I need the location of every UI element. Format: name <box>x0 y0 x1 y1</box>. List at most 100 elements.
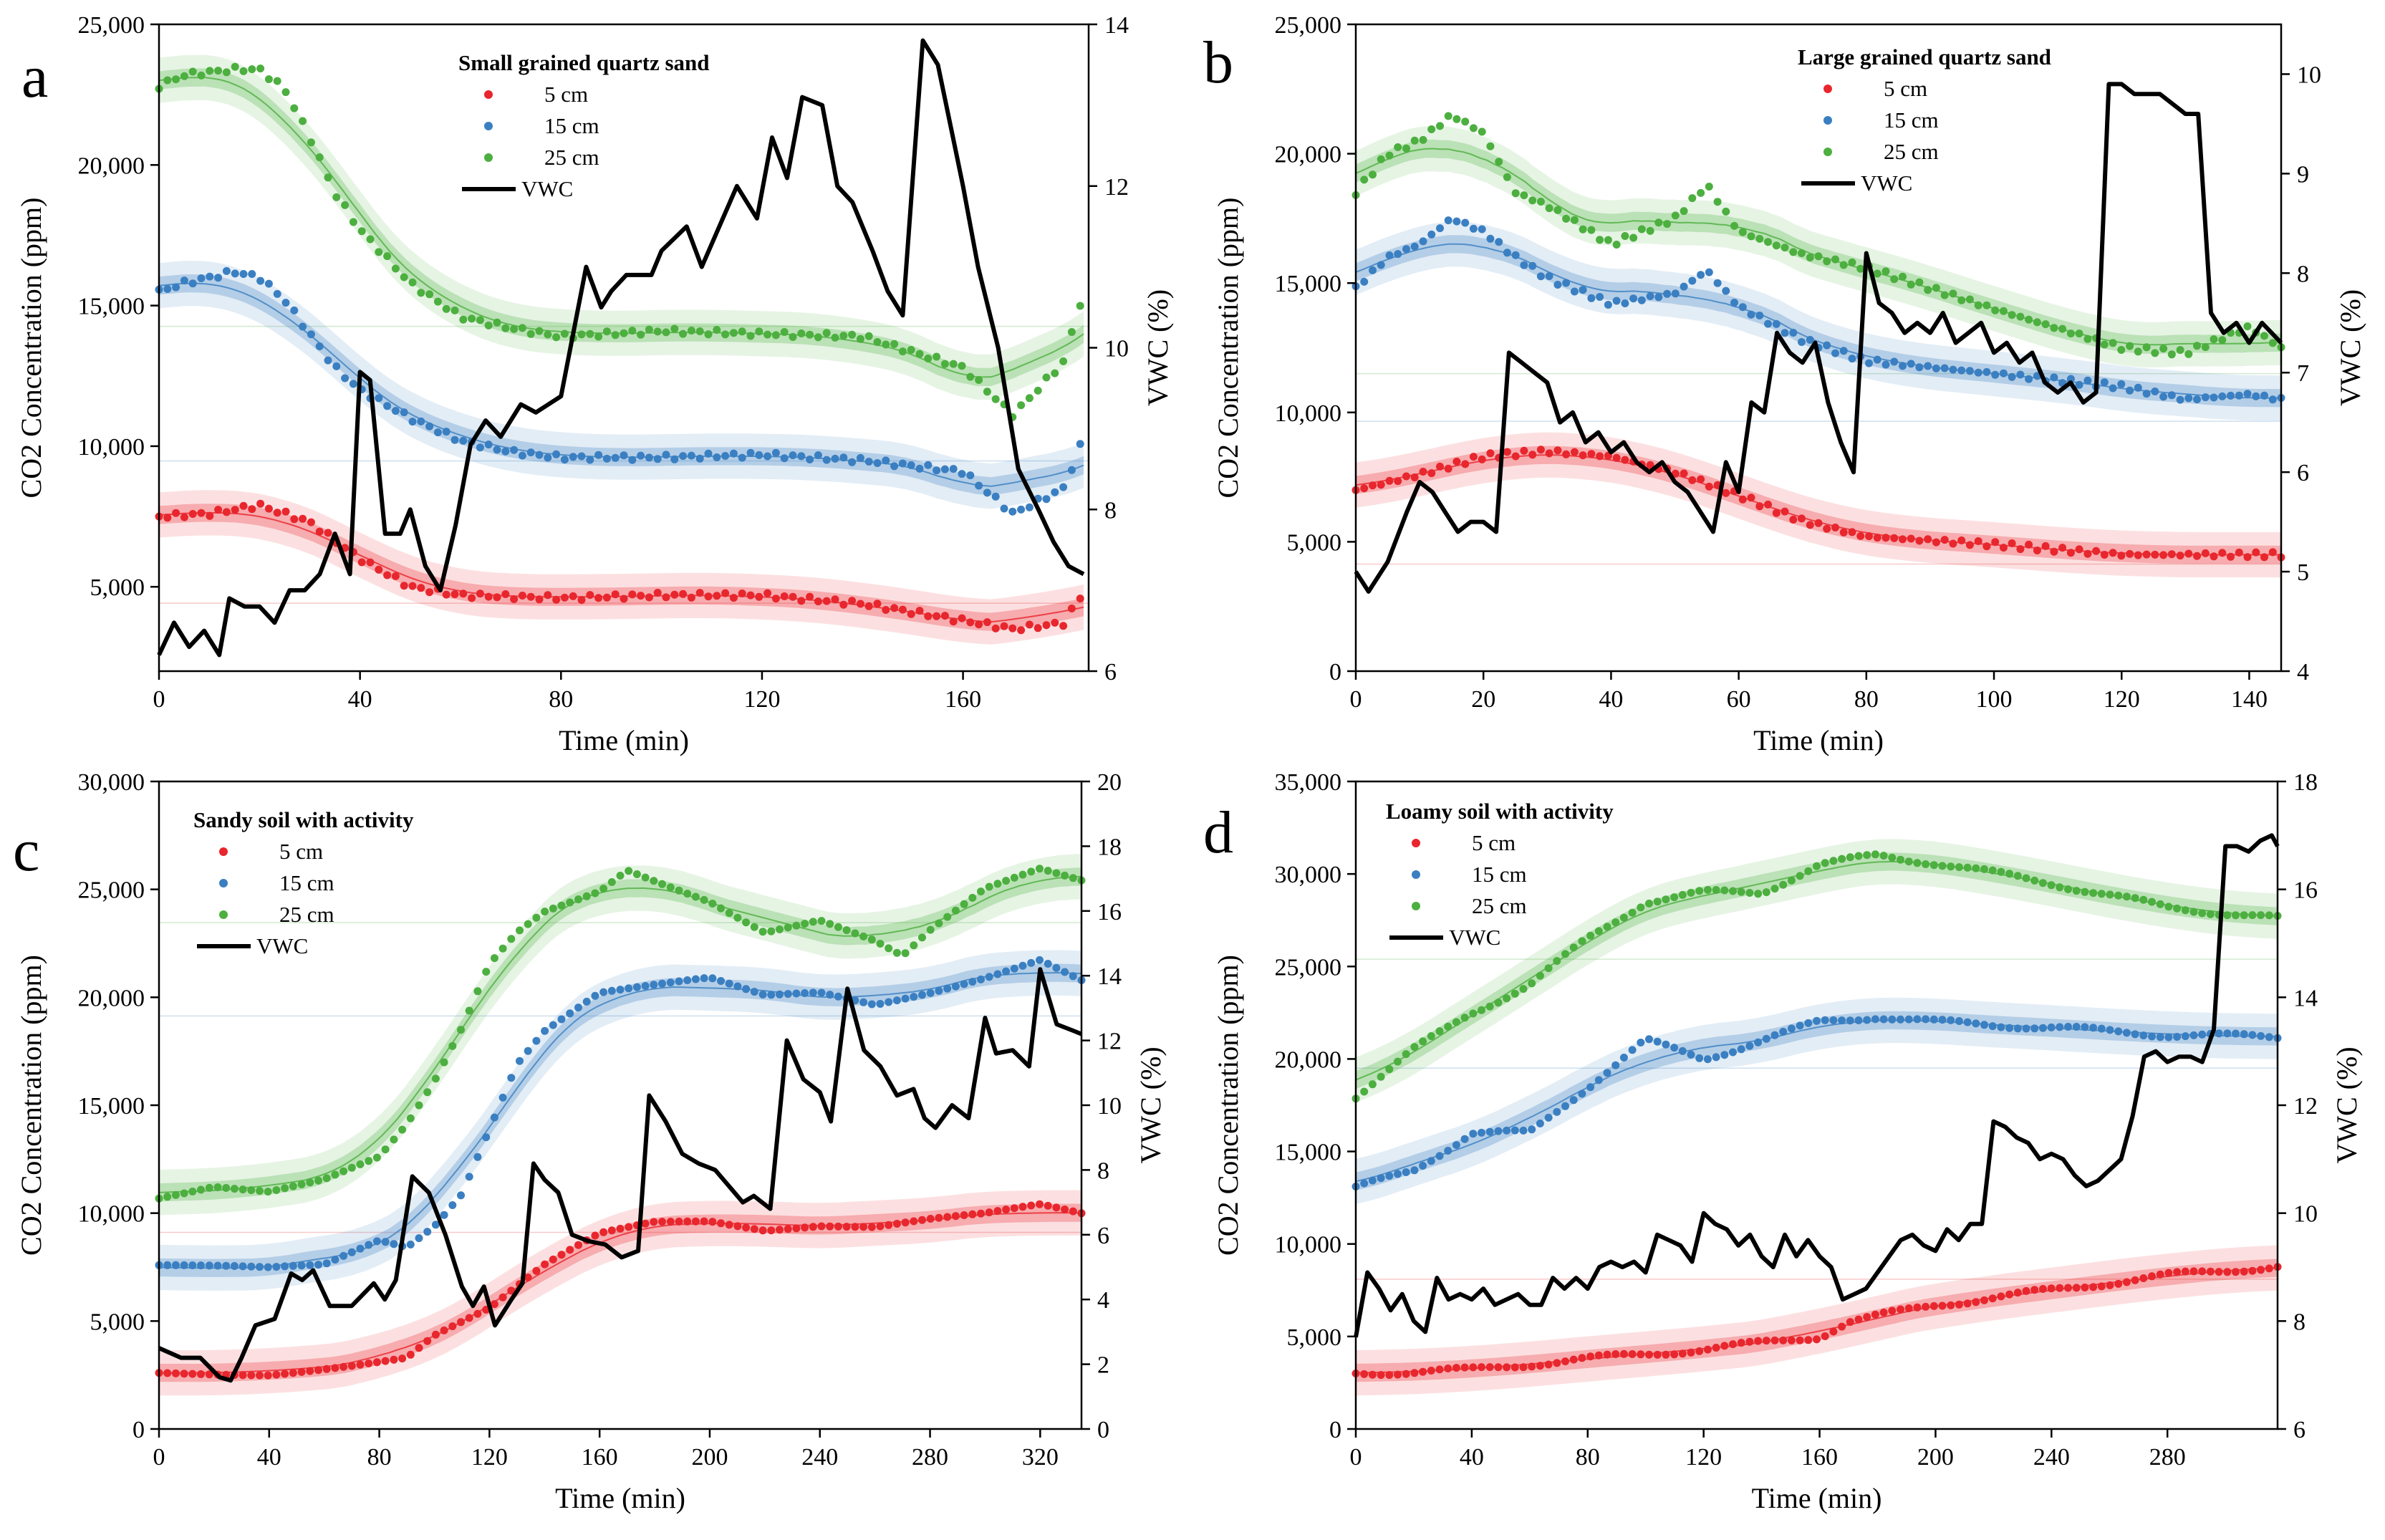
panel-d-point <box>1687 1050 1695 1059</box>
panel-d-point <box>1929 1301 1938 1310</box>
panel-a-x-tick-label: 120 <box>743 686 780 713</box>
panel-b-point <box>1654 293 1663 302</box>
panel-d-point <box>1478 1006 1485 1014</box>
panel-c-point <box>289 1261 297 1270</box>
panel-c-point <box>524 920 532 928</box>
panel-b-point <box>2268 395 2277 404</box>
panel-d-point <box>2106 1281 2114 1289</box>
panel-a-point <box>1059 357 1068 365</box>
panel-d-point <box>2215 1268 2223 1276</box>
panel-c-point <box>851 1223 859 1231</box>
panel-b-point <box>1671 289 1680 298</box>
panel-b-point <box>2126 549 2134 558</box>
panel-a-point <box>687 593 695 602</box>
panel-d-point <box>2081 1284 2089 1291</box>
panel-c-point <box>650 877 658 885</box>
panel-d-point <box>1503 1363 1511 1372</box>
panel-b-point <box>1503 249 1511 257</box>
panel-b-point <box>2033 318 2041 327</box>
panel-c-point <box>171 1261 180 1269</box>
panel-c-y-left-tick-label: 0 <box>132 1417 145 1443</box>
panel-c-point <box>993 880 1002 888</box>
panel-a-point <box>898 459 907 468</box>
panel-c-fit-line-15cm <box>158 971 1082 1269</box>
panel-d-point <box>1779 1027 1788 1036</box>
panel-b-point <box>1419 468 1427 476</box>
panel-b-point <box>1755 312 1764 319</box>
panel-c-point <box>1010 1204 1018 1213</box>
panel-a-point <box>933 466 941 475</box>
panel-a-point <box>248 65 256 74</box>
panel-b-point <box>1410 473 1419 481</box>
panel-c-point <box>440 1058 448 1067</box>
panel-d-point <box>1955 1017 1963 1025</box>
panel-c-point <box>750 988 758 996</box>
panel-d-point <box>1762 888 1770 897</box>
panel-b-point <box>1705 183 1713 191</box>
panel-c-point <box>758 1226 767 1235</box>
panel-b-y-right-tick-label: 10 <box>2297 62 2321 88</box>
panel-a-point <box>375 248 383 256</box>
panel-c-point <box>910 1217 918 1226</box>
panel-b-point <box>1755 502 1764 511</box>
panel-b-point <box>2227 391 2235 400</box>
panel-b-point <box>1562 279 1571 287</box>
panel-b-point <box>2083 549 2092 558</box>
panel-b-point <box>1528 261 1537 270</box>
panel-c-point <box>817 917 826 925</box>
panel-a-point <box>484 321 493 329</box>
panel-b-point <box>1705 268 1713 276</box>
panel-a-point <box>949 465 958 473</box>
panel-d-point <box>1628 1046 1637 1054</box>
panel-b-point <box>1410 242 1419 251</box>
panel-c-point <box>943 913 952 921</box>
panel-d-point <box>2240 1030 2248 1039</box>
panel-b-point <box>1671 469 1680 478</box>
panel-b-band-inner-15cm <box>1356 235 2281 408</box>
panel-d-point <box>1594 1351 1603 1359</box>
panel-d-point <box>1510 1126 1519 1135</box>
panel-a-point <box>695 589 704 597</box>
panel-b-point <box>1856 264 1865 273</box>
panel-d-point <box>1695 1054 1704 1062</box>
panel-c-point <box>180 1261 188 1269</box>
panel-c-vwc-line <box>158 967 1083 1383</box>
panel-d-point <box>1947 1016 1955 1024</box>
panel-c-point <box>708 1218 717 1226</box>
panel-b-point <box>1798 338 1806 346</box>
panel-c-point <box>985 882 993 891</box>
panel-d-point <box>1578 937 1586 945</box>
panel-c-point <box>960 1211 968 1219</box>
panel-c-point <box>675 977 683 986</box>
panel-d-point <box>1394 1057 1402 1066</box>
panel-c-point <box>541 1260 549 1269</box>
panel-b-point <box>1831 524 1839 531</box>
panel-a-point <box>197 509 206 517</box>
panel-c-point <box>507 1074 516 1082</box>
panel-a-letter: a <box>21 44 48 110</box>
panel-b-point <box>2100 551 2109 559</box>
panel-d-point <box>1611 1061 1620 1069</box>
panel-a-point <box>882 456 890 465</box>
panel-d-point <box>1594 1076 1603 1084</box>
panel-d-point <box>2072 887 2081 895</box>
panel-a-legend-title: Small grained quartz sand <box>458 50 710 75</box>
panel-d-point <box>2248 1266 2257 1275</box>
panel-d-point <box>1478 1128 1485 1137</box>
panel-c-point <box>1044 867 1052 875</box>
panel-a-point <box>264 504 273 513</box>
panel-c-legend-label: VWC <box>256 933 308 958</box>
panel-b-point <box>1478 225 1486 234</box>
panel-c-point <box>356 1160 365 1168</box>
panel-d-point <box>1997 1023 2005 1031</box>
panel-a-point <box>383 252 392 261</box>
panel-c-point <box>591 1231 599 1240</box>
panel-c-point <box>180 1189 188 1198</box>
panel-d-point <box>1922 860 1930 868</box>
panel-d-point <box>1377 1072 1385 1081</box>
panel-b-point <box>1764 319 1772 328</box>
panel-a-point <box>391 572 400 580</box>
panel-c-point <box>985 1208 993 1217</box>
panel-c-point <box>683 890 692 898</box>
panel-c-y-left-tick-label: 20,000 <box>78 985 145 1011</box>
